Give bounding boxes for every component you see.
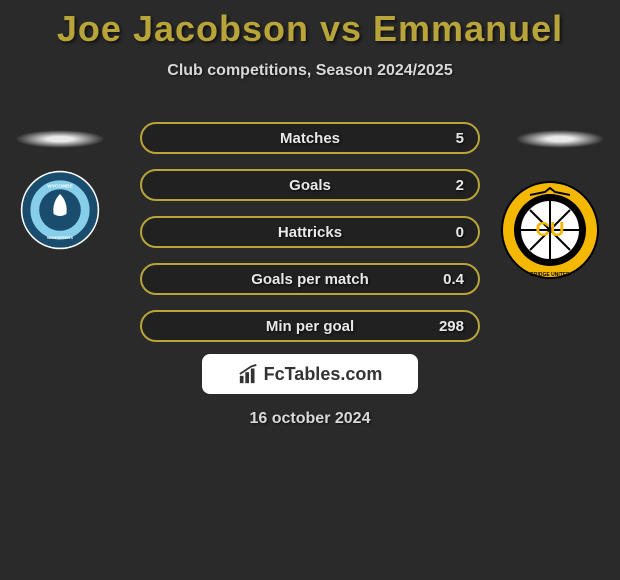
stat-bar-min-per-goal: Min per goal 298 (140, 310, 480, 342)
wycombe-badge-icon: WYCOMBE WANDERERS (20, 170, 100, 250)
right-team-badge: CU BRIDGE UNITED (500, 180, 600, 280)
stats-container: Matches 5 Goals 2 Hattricks 0 Goals per … (140, 122, 480, 342)
stat-label: Hattricks (278, 224, 342, 241)
right-shadow-decoration (515, 130, 605, 148)
svg-text:CU: CU (536, 219, 565, 241)
comparison-title: Joe Jacobson vs Emmanuel (0, 0, 620, 50)
svg-text:WANDERERS: WANDERERS (47, 235, 73, 240)
svg-text:WYCOMBE: WYCOMBE (47, 184, 73, 190)
chart-icon (238, 363, 260, 385)
subtitle: Club competitions, Season 2024/2025 (0, 62, 620, 80)
date-text: 16 october 2024 (0, 410, 620, 428)
left-team-badge: WYCOMBE WANDERERS (20, 170, 100, 250)
stat-bar-hattricks: Hattricks 0 (140, 216, 480, 248)
stat-label: Goals per match (251, 271, 369, 288)
stat-bar-goals: Goals 2 (140, 169, 480, 201)
stat-value: 5 (456, 130, 464, 147)
stat-value: 0 (456, 224, 464, 241)
stat-label: Min per goal (266, 318, 354, 335)
svg-text:BRIDGE UNITED: BRIDGE UNITED (530, 272, 570, 278)
stat-value: 2 (456, 177, 464, 194)
footer-brand-logo: FcTables.com (202, 354, 418, 394)
stat-value: 298 (439, 318, 464, 335)
stat-bar-goals-per-match: Goals per match 0.4 (140, 263, 480, 295)
stat-label: Matches (280, 130, 340, 147)
stat-label: Goals (289, 177, 331, 194)
cambridge-badge-icon: CU BRIDGE UNITED (500, 180, 600, 280)
footer-brand-text: FcTables.com (264, 364, 383, 385)
left-shadow-decoration (15, 130, 105, 148)
stat-value: 0.4 (443, 271, 464, 288)
stat-bar-matches: Matches 5 (140, 122, 480, 154)
